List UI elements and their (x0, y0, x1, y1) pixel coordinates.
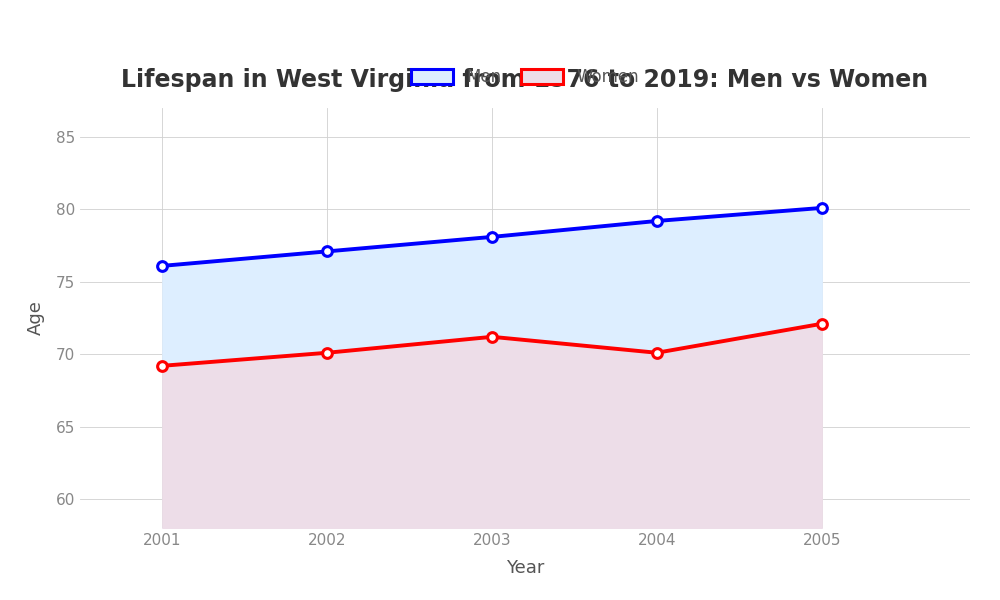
Y-axis label: Age: Age (27, 301, 45, 335)
Legend: Men, Women: Men, Women (404, 62, 646, 93)
X-axis label: Year: Year (506, 559, 544, 577)
Title: Lifespan in West Virginia from 1976 to 2019: Men vs Women: Lifespan in West Virginia from 1976 to 2… (121, 68, 929, 92)
